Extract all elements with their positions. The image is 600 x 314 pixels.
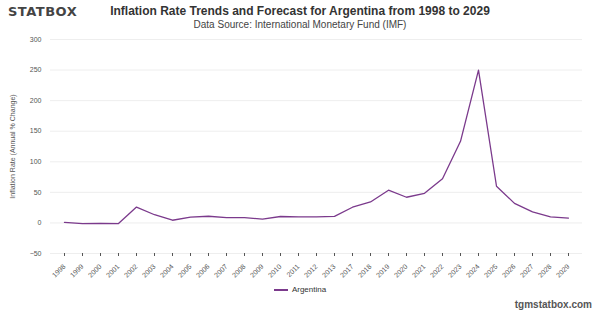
svg-text:2022: 2022 [429, 263, 445, 279]
svg-text:2025: 2025 [483, 263, 499, 279]
svg-text:300: 300 [30, 36, 42, 43]
svg-text:2002: 2002 [123, 263, 139, 279]
svg-text:2001: 2001 [105, 263, 121, 279]
html-text:Data Source: International Mon: Data Source: International Monetary Fund… [193, 19, 407, 30]
svg-text:2007: 2007 [213, 263, 229, 279]
svg-text:2009: 2009 [249, 263, 265, 279]
svg-text:Inflation Rate (Annual % Chang: Inflation Rate (Annual % Change) [9, 94, 17, 198]
svg-text:2027: 2027 [519, 263, 535, 279]
svg-text:100: 100 [30, 158, 42, 165]
html-text:Inflation Rate Trends and Fore: Inflation Rate Trends and Forecast for A… [110, 4, 490, 18]
html-text:STATBOX: STATBOX [8, 4, 78, 19]
svg-text:2028: 2028 [537, 263, 553, 279]
svg-text:2013: 2013 [321, 263, 337, 279]
svg-text:1998: 1998 [51, 263, 67, 279]
svg-text:2018: 2018 [357, 263, 373, 279]
svg-text:250: 250 [30, 66, 42, 73]
svg-text:2026: 2026 [501, 263, 517, 279]
svg-text:2012: 2012 [303, 263, 319, 279]
svg-text:2020: 2020 [393, 263, 409, 279]
svg-text:200: 200 [30, 97, 42, 104]
svg-text:−50: −50 [30, 250, 42, 257]
svg-text:2024: 2024 [465, 263, 481, 279]
svg-text:2019: 2019 [375, 263, 391, 279]
svg-text:2023: 2023 [447, 263, 463, 279]
svg-text:50: 50 [34, 189, 42, 196]
svg-text:2017: 2017 [339, 263, 355, 279]
svg-text:2005: 2005 [177, 263, 193, 279]
svg-text:2003: 2003 [141, 263, 157, 279]
svg-text:2021: 2021 [411, 263, 427, 279]
svg-text:2011: 2011 [285, 263, 301, 279]
svg-text:1999: 1999 [69, 263, 85, 279]
svg-text:2029: 2029 [555, 263, 571, 279]
svg-text:2004: 2004 [159, 263, 175, 279]
svg-text:2010: 2010 [267, 263, 283, 279]
svg-text:0: 0 [38, 219, 42, 226]
svg-text:2006: 2006 [195, 263, 211, 279]
svg-text:150: 150 [30, 127, 42, 134]
html-text:Argentina: Argentina [291, 285, 327, 294]
html-text:tgmstatbox.com: tgmstatbox.com [514, 299, 592, 310]
svg-text:2000: 2000 [87, 263, 103, 279]
svg-text:2008: 2008 [231, 263, 247, 279]
